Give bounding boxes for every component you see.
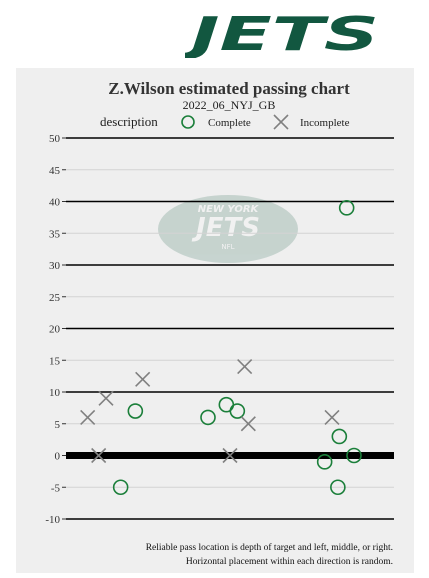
annotation-line-1: Reliable pass location is depth of targe… — [146, 542, 393, 553]
watermark-main-text: JETS — [191, 213, 260, 243]
y-tick-label-9: 35 — [49, 228, 61, 240]
passing-chart: Z.Wilson estimated passing chart 2022_06… — [45, 79, 394, 567]
data-points — [80, 200, 362, 496]
chart-panel: Z.Wilson estimated passing chart 2022_06… — [16, 68, 414, 573]
incomplete-point-2 — [135, 371, 151, 387]
incomplete-point-5 — [240, 416, 256, 432]
y-tick-label-3: 5 — [55, 419, 61, 431]
complete-point-5 — [338, 200, 355, 216]
watermark-football-icon — [158, 195, 298, 263]
incomplete-point-3 — [91, 447, 107, 464]
complete-point-6 — [331, 428, 348, 445]
y-tick-label-5: 15 — [49, 355, 61, 367]
complete-point-1 — [112, 479, 129, 496]
legend-complete-marker — [181, 115, 195, 129]
y-tick-label-1: -5 — [51, 482, 61, 494]
y-axis-ticks: -10 -5 0 5 10 15 20 25 30 35 40 45 50 — [45, 133, 66, 526]
jets-logo-text: JETS — [185, 10, 379, 58]
legend-complete-label: Complete — [208, 117, 251, 129]
watermark-top-text: NEW YORK — [198, 204, 260, 215]
chart-subtitle: 2022_06_NYJ_GB — [183, 98, 276, 112]
y-tick-label-10: 40 — [49, 197, 61, 209]
complete-point-4 — [229, 403, 246, 419]
jets-logo: JETS — [185, 10, 379, 58]
legend-incomplete-label: Incomplete — [300, 117, 350, 129]
incomplete-point-1 — [98, 390, 114, 406]
complete-point-8 — [346, 447, 362, 464]
chart-title: Z.Wilson estimated passing chart — [108, 79, 350, 98]
annotation-line-2: Horizontal placement within each directi… — [186, 557, 393, 567]
incomplete-point-0 — [80, 409, 96, 425]
complete-point-9 — [330, 479, 346, 496]
y-tick-label-0: -10 — [45, 514, 60, 526]
incomplete-point-4 — [237, 359, 253, 375]
legend-incomplete-marker — [273, 114, 289, 130]
legend-title: description — [100, 114, 158, 129]
incomplete-point-7 — [324, 409, 340, 425]
complete-point-0 — [127, 403, 144, 419]
y-tick-label-12: 50 — [49, 133, 61, 145]
watermark: NEW YORK JETS NFL — [158, 195, 298, 263]
y-tick-label-6: 20 — [49, 324, 61, 336]
watermark-bottom-text: NFL — [221, 243, 234, 251]
y-tick-label-2: 0 — [55, 451, 61, 463]
legend: description Complete Incomplete — [100, 114, 350, 130]
y-tick-label-11: 45 — [49, 165, 61, 177]
y-tick-label-7: 25 — [49, 292, 61, 304]
complete-point-7 — [316, 454, 333, 470]
incomplete-point-6 — [222, 447, 238, 464]
complete-point-2 — [200, 409, 216, 426]
y-tick-label-4: 10 — [49, 387, 61, 399]
y-tick-label-8: 30 — [49, 260, 61, 272]
